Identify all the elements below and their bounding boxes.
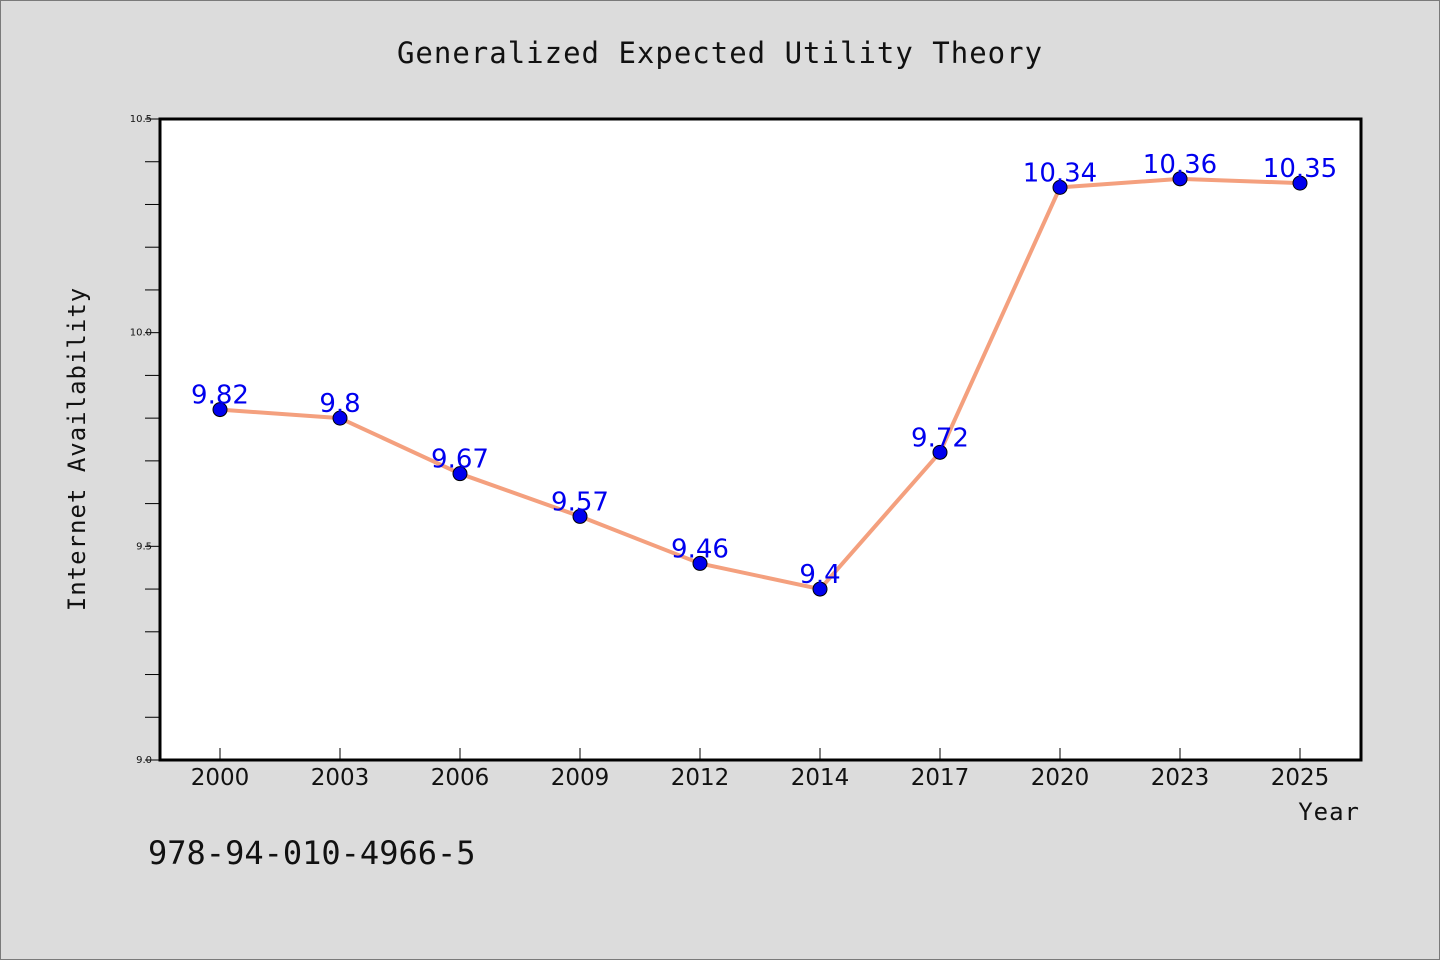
data-label: 9.46 <box>671 534 729 564</box>
y-tick-label: 10.5 <box>130 114 152 125</box>
y-tick-label: 10.0 <box>130 328 152 339</box>
x-tick-label: 2006 <box>431 765 490 791</box>
x-axis-ticks: 2000 2003 2006 2009 2012 2014 2017 2020 2023 2025 <box>191 748 1330 791</box>
data-label: 9.82 <box>191 381 249 411</box>
x-tick-label: 2023 <box>1151 765 1210 791</box>
data-point <box>452 466 468 482</box>
x-tick-label: 2014 <box>791 765 850 791</box>
data-point <box>332 410 348 426</box>
x-tick-label: 2000 <box>191 765 250 791</box>
data-label: 9.8 <box>319 389 360 419</box>
data-point <box>572 508 588 524</box>
chart-title: Generalized Expected Utility Theory <box>397 36 1043 70</box>
data-point <box>812 581 828 597</box>
x-tick-label: 2012 <box>671 765 730 791</box>
x-axis-label: Year <box>1298 798 1360 826</box>
data-label: 9.67 <box>431 445 489 475</box>
data-point <box>1292 175 1308 191</box>
x-tick-label: 2003 <box>311 765 370 791</box>
data-point <box>692 555 708 571</box>
y-tick-label: 9.5 <box>136 541 152 552</box>
data-labels-layer: 9.82 9.8 9.67 9.57 9.46 9.4 9.72 10.34 10.36 10.3… <box>191 150 1337 590</box>
data-point <box>1172 171 1188 187</box>
series-line <box>219 176 1301 592</box>
x-tick-label: 2017 <box>911 765 970 791</box>
isbn-text: 978-94-010-4966-5 <box>148 834 476 872</box>
y-axis-label: Internet Availability <box>63 287 91 611</box>
x-tick-label: 2009 <box>551 765 610 791</box>
series-layer <box>212 171 1308 597</box>
data-label: 9.57 <box>551 487 609 517</box>
data-label: 10.35 <box>1263 154 1337 184</box>
data-label: 9.72 <box>911 423 969 453</box>
y-tick-label: 9.0 <box>136 755 152 766</box>
data-label: 9.4 <box>799 560 840 590</box>
data-point <box>1052 179 1068 195</box>
y-axis-ticks: 9.0 9.5 10.0 10.5 <box>130 114 160 766</box>
x-tick-label: 2020 <box>1031 765 1090 791</box>
x-tick-label: 2025 <box>1271 765 1330 791</box>
data-point <box>212 402 228 418</box>
data-point <box>932 444 948 460</box>
plot-area <box>158 117 1363 762</box>
data-label: 10.34 <box>1023 158 1097 188</box>
data-label: 10.36 <box>1143 150 1217 180</box>
